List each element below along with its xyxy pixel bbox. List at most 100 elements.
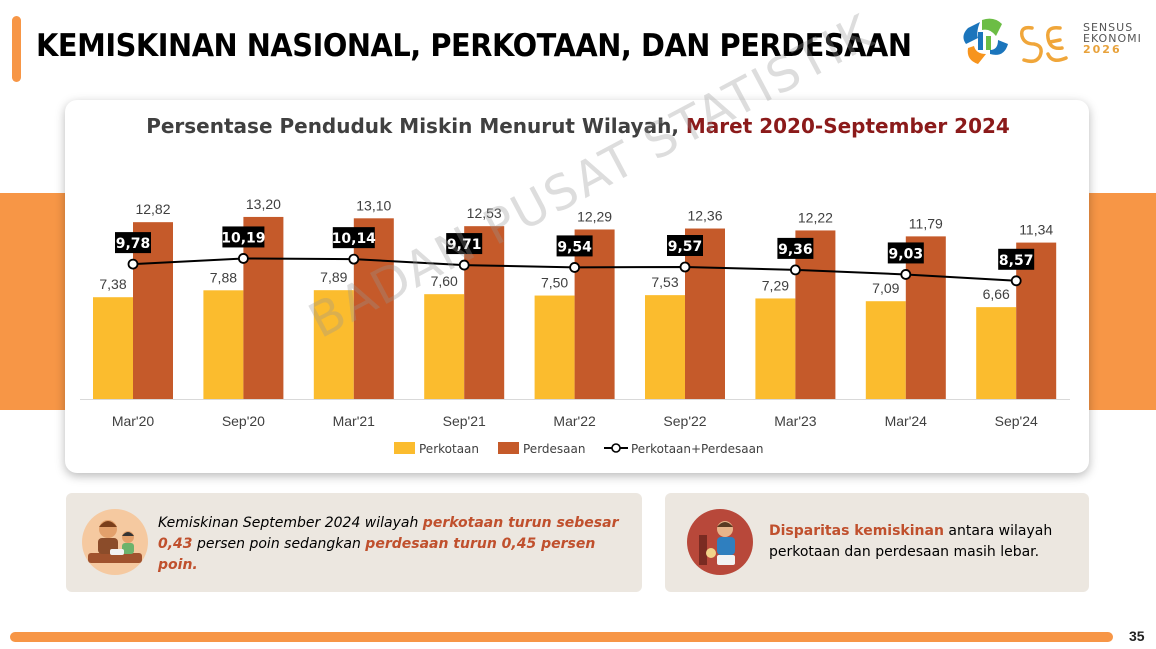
x-tick-label: Mar'22 (553, 413, 596, 429)
bar-perkotaan (93, 297, 133, 399)
decorative-band-right (1088, 193, 1156, 410)
x-tick-label: Sep'21 (443, 413, 486, 429)
line-label-box (887, 242, 924, 264)
note-1-part-4: perdesaan turun 0,45 persen poin. (158, 536, 596, 573)
x-tick-label: Sep'20 (222, 413, 265, 429)
bar-label-perkotaan: 7,60 (431, 273, 458, 289)
line-label-box (446, 233, 483, 255)
bar-label-perdesaan: 12,29 (577, 208, 612, 224)
se-monogram-icon (1019, 25, 1068, 64)
info-box-urban-rural-decline: Kemiskinan September 2024 wilayah perkot… (66, 493, 642, 592)
logo-text-year: 2026 (1083, 43, 1122, 56)
note-text-2: Disparitas kemiskinan antara wilayah per… (769, 521, 1079, 563)
decorative-band-left (0, 193, 68, 410)
legend-marker-total (611, 443, 621, 453)
bar-label-perkotaan: 7,53 (651, 274, 678, 290)
chart-title-main: Persentase Penduduk Miskin Menurut Wilay… (146, 114, 686, 138)
bar-label-perkotaan: 7,29 (762, 277, 789, 293)
legend-swatch-perdesaan (498, 442, 519, 454)
line-point-perkotaan-perdesaan (1010, 275, 1022, 287)
line-label-box (222, 226, 265, 248)
x-tick-label: Mar'23 (774, 413, 817, 429)
bar-perdesaan (685, 228, 725, 399)
line-data-label: 9,36 (778, 242, 813, 258)
line-point-perkotaan-perdesaan (569, 262, 580, 273)
line-data-label: 9,03 (889, 246, 924, 262)
bar-perkotaan (313, 290, 354, 399)
legend-label-perkotaan: Perkotaan (419, 442, 479, 456)
bps-logo-icon (963, 18, 1008, 64)
x-tick-label: Mar'20 (112, 413, 155, 429)
line-label-box (777, 237, 814, 259)
line-label-box (998, 248, 1035, 270)
chart-title: Persentase Penduduk Miskin Menurut Wilay… (0, 114, 1156, 138)
bar-perdesaan (905, 236, 946, 399)
bar-perkotaan (645, 295, 685, 399)
bar-label-perdesaan: 11,34 (1019, 222, 1053, 238)
line-data-label: 10,19 (221, 230, 265, 246)
bar-label-perdesaan: 13,10 (356, 197, 391, 213)
note-2-part-2: antara wilayah perkotaan dan perdesaan m… (769, 523, 1053, 560)
bar-label-perdesaan: 12,53 (467, 205, 502, 221)
bar-label-perkotaan: 7,88 (210, 269, 237, 285)
x-tick-label: Sep'24 (995, 413, 1038, 429)
bar-perkotaan (424, 294, 465, 399)
x-tick-label: Sep'22 (663, 413, 706, 429)
worker-illustration-icon (687, 509, 753, 575)
bar-label-perdesaan: 13,20 (246, 196, 281, 212)
bar-perkotaan (534, 295, 575, 399)
bar-perkotaan (755, 298, 796, 399)
line-point-perkotaan-perdesaan (458, 259, 470, 271)
x-tick-label: Mar'21 (333, 413, 376, 429)
chart-title-period: Maret 2020-September 2024 (685, 114, 1010, 138)
line-label-box (115, 232, 151, 254)
legend-swatch-perkotaan (394, 442, 415, 454)
line-data-label: 10,14 (332, 231, 377, 247)
line-data-label: 9,78 (116, 236, 151, 252)
sensus-ekonomi-logo (963, 18, 1068, 64)
line-data-label: 9,57 (668, 239, 703, 255)
legend-label-total: Perkotaan+Perdesaan (631, 442, 764, 456)
x-tick-label: Mar'24 (885, 413, 928, 429)
bar-label-perkotaan: 7,09 (872, 280, 899, 296)
line-data-label: 9,71 (447, 237, 482, 253)
bar-perkotaan (865, 301, 906, 399)
bar-perdesaan (353, 218, 394, 399)
logo-text-sensus: SENSUS (1083, 21, 1134, 34)
bar-label-perdesaan: 12,36 (687, 208, 722, 224)
line-data-label: 8,57 (999, 253, 1034, 269)
line-data-label: 9,54 (557, 239, 592, 255)
note-1-part-2: perkotaan turun sebesar 0,43 (158, 515, 619, 552)
line-label-box (667, 235, 703, 256)
note-1-part-3: persen poin sedangkan (192, 536, 366, 552)
line-point-perkotaan-perdesaan (900, 269, 912, 280)
bar-perkotaan (976, 307, 1017, 399)
page-title: KEMISKINAN NASIONAL, PERKOTAAN, DAN PERD… (36, 28, 912, 64)
bar-label-perkotaan: 7,50 (541, 275, 568, 291)
bar-perkotaan (203, 290, 244, 399)
line-label-box (332, 227, 375, 249)
line-point-perkotaan-perdesaan (127, 258, 139, 270)
logo-text-ekonomi: EKONOMI (1083, 32, 1142, 45)
note-2-part-1: Disparitas kemiskinan (769, 523, 944, 539)
line-point-perkotaan-perdesaan (348, 253, 360, 265)
legend-label-perdesaan: Perdesaan (523, 442, 585, 456)
bar-label-perkotaan: 6,66 (983, 286, 1010, 302)
line-label-box (556, 235, 593, 257)
line-point-perkotaan-perdesaan (679, 261, 691, 273)
bar-perdesaan (574, 229, 615, 399)
bar-label-perdesaan: 12,82 (135, 201, 170, 217)
bar-perdesaan (464, 226, 505, 399)
note-1-part-1: Kemiskinan September 2024 wilayah (158, 515, 423, 531)
title-accent-bar (12, 16, 21, 82)
bar-label-perkotaan: 7,38 (99, 276, 126, 292)
note-text-1: Kemiskinan September 2024 wilayah perkot… (158, 513, 628, 576)
bar-label-perkotaan: 7,89 (320, 269, 347, 285)
footer-accent-bar (10, 632, 1113, 642)
line-point-perkotaan-perdesaan (237, 253, 249, 264)
page-number: 35 (1129, 628, 1145, 644)
info-box-disparity: Disparitas kemiskinan antara wilayah per… (665, 493, 1089, 592)
line-point-perkotaan-perdesaan (790, 264, 801, 276)
family-illustration-icon (82, 509, 148, 575)
